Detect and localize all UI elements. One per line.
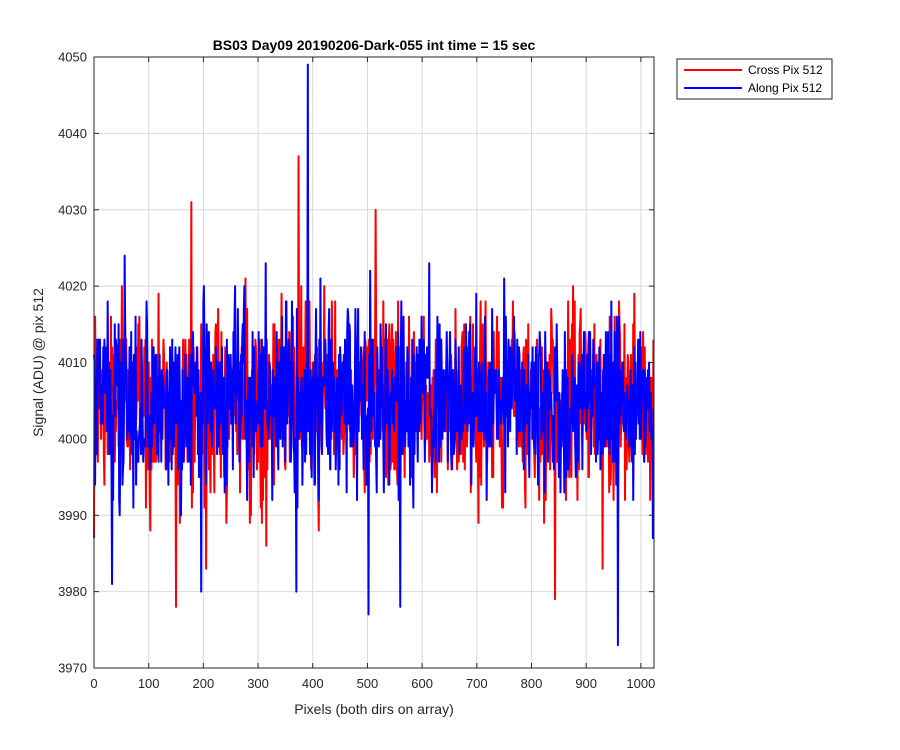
x-tick-label: 600: [411, 676, 433, 691]
x-tick-label: 100: [138, 676, 160, 691]
y-tick-label: 4030: [58, 202, 87, 217]
y-tick-label: 4050: [58, 50, 87, 65]
x-tick-label: 900: [575, 676, 597, 691]
series-line-along-pix: [93, 63, 655, 647]
chart-title: BS03 Day09 20190206-Dark-055 int time = …: [213, 37, 536, 53]
x-tick-label: 300: [247, 676, 269, 691]
x-tick-label: 400: [302, 676, 324, 691]
x-tick-label: 500: [357, 676, 379, 691]
series-layer: [93, 63, 655, 647]
y-tick-label: 3990: [58, 508, 87, 523]
legend-box: [676, 58, 833, 100]
legend-label-cross-pix: Cross Pix 512: [748, 63, 823, 77]
x-axis-label: Pixels (both dirs on array): [294, 701, 454, 717]
x-tick-label: 700: [466, 676, 488, 691]
x-tick-label: 200: [193, 676, 215, 691]
ticks: 0 100 200 300 400 500 600 700 800 900 1000 3970 3980…: [58, 50, 655, 692]
y-axis-label: Signal (ADU) @ pix 512: [30, 288, 46, 437]
legend: Cross Pix 512 Along Pix 512: [676, 58, 833, 100]
x-tick-label: 800: [521, 676, 543, 691]
legend-label-along-pix: Along Pix 512: [748, 81, 822, 95]
x-tick-label: 1000: [626, 676, 655, 691]
x-tick-label: 0: [90, 676, 97, 691]
y-tick-label: 4020: [58, 279, 87, 294]
y-tick-label: 3970: [58, 661, 87, 676]
y-tick-label: 4000: [58, 431, 87, 446]
y-tick-label: 4040: [58, 126, 87, 141]
y-tick-label: 4010: [58, 355, 87, 370]
y-tick-label: 3980: [58, 584, 87, 599]
